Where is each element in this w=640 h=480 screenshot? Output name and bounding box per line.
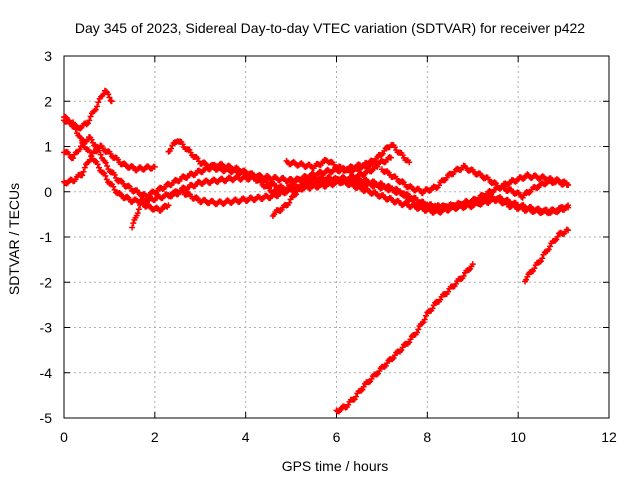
y-tick-label: -2 — [40, 274, 53, 290]
series-track-3 — [61, 87, 115, 132]
series-track-12 — [522, 226, 572, 285]
x-tick-label: 4 — [242, 429, 250, 445]
marker-path — [333, 261, 476, 415]
y-tick-label: 3 — [44, 48, 52, 64]
y-tick-label: -4 — [40, 365, 53, 381]
series-track-11 — [333, 261, 476, 415]
marker-path — [61, 142, 158, 187]
chart-title: Day 345 of 2023, Sidereal Day-to-day VTE… — [75, 20, 585, 36]
series-track-4 — [61, 142, 158, 187]
y-tick-label: -1 — [40, 229, 53, 245]
series-track-10 — [378, 162, 572, 201]
series-track-8 — [269, 176, 572, 219]
x-axis-label: GPS time / hours — [282, 458, 389, 474]
marker-path — [61, 87, 115, 132]
x-tick-label: 0 — [60, 429, 68, 445]
marker-path — [378, 162, 572, 201]
marker-path — [269, 176, 572, 219]
marker-path — [129, 198, 172, 231]
data-series — [61, 87, 572, 415]
series-track-9 — [283, 141, 413, 176]
y-tick-label: -5 — [40, 410, 53, 426]
marker-path — [522, 226, 572, 285]
x-tick-label: 12 — [601, 429, 617, 445]
x-tick-label: 2 — [151, 429, 159, 445]
marker-path — [165, 163, 381, 200]
y-tick-label: 0 — [44, 184, 52, 200]
y-tick-label: 2 — [44, 93, 52, 109]
marker-path — [283, 141, 413, 176]
x-tick-label: 8 — [423, 429, 431, 445]
x-tick-label: 10 — [510, 429, 526, 445]
x-tick-label: 6 — [333, 429, 341, 445]
y-tick-label: -3 — [40, 320, 53, 336]
series-track-7 — [165, 163, 381, 200]
series-track-5 — [129, 198, 172, 231]
y-tick-label: 1 — [44, 139, 52, 155]
y-axis-label: SDTVAR / TECUs — [6, 183, 22, 295]
